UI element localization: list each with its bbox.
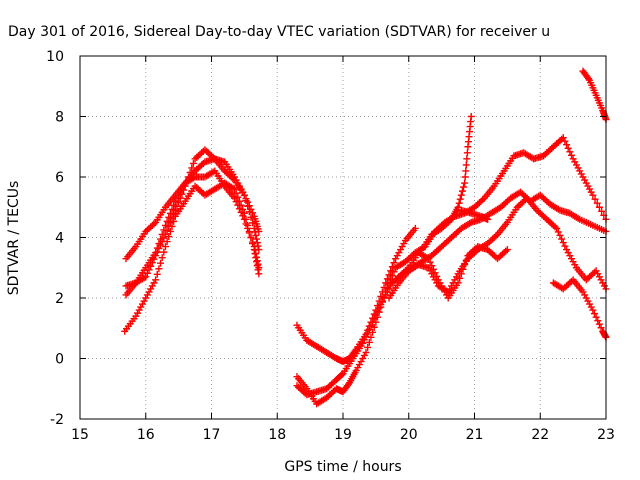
x-axis-label: GPS time / hours bbox=[284, 459, 401, 475]
data-points bbox=[121, 67, 610, 408]
y-tick-label: 2 bbox=[55, 291, 64, 307]
x-tick-label: 23 bbox=[597, 427, 615, 443]
data-point-markers bbox=[549, 276, 610, 341]
chart-title: Day 301 of 2016, Sidereal Day-to-day VTE… bbox=[8, 24, 550, 40]
x-tick-label: 17 bbox=[203, 427, 221, 443]
series-9 bbox=[395, 243, 511, 302]
x-tick-label: 15 bbox=[71, 427, 89, 443]
x-tick-label: 21 bbox=[466, 427, 484, 443]
x-tick-label: 18 bbox=[268, 427, 286, 443]
data-point-markers bbox=[121, 179, 263, 335]
y-tick-label: 10 bbox=[46, 49, 64, 65]
axis-ticks: 15 16 17 18 19 20 21 22 23 -2 0 2 4 6 8 10 bbox=[46, 49, 615, 443]
series-11 bbox=[457, 206, 492, 223]
y-tick-label: -2 bbox=[50, 412, 64, 428]
y-tick-label: 4 bbox=[55, 231, 64, 247]
data-point-markers bbox=[418, 113, 475, 254]
series-12 bbox=[549, 276, 610, 341]
y-tick-label: 8 bbox=[55, 110, 64, 126]
series-4 bbox=[121, 179, 263, 335]
x-tick-label: 22 bbox=[531, 427, 549, 443]
data-point-markers bbox=[457, 206, 492, 223]
y-axis-label: SDTVAR / TECUs bbox=[6, 181, 22, 296]
x-tick-label: 19 bbox=[334, 427, 352, 443]
x-tick-label: 20 bbox=[400, 427, 418, 443]
y-tick-label: 6 bbox=[55, 170, 64, 186]
y-tick-label: 0 bbox=[55, 352, 64, 368]
data-point-markers bbox=[395, 243, 511, 302]
series-10 bbox=[418, 113, 475, 254]
x-tick-label: 16 bbox=[137, 427, 155, 443]
